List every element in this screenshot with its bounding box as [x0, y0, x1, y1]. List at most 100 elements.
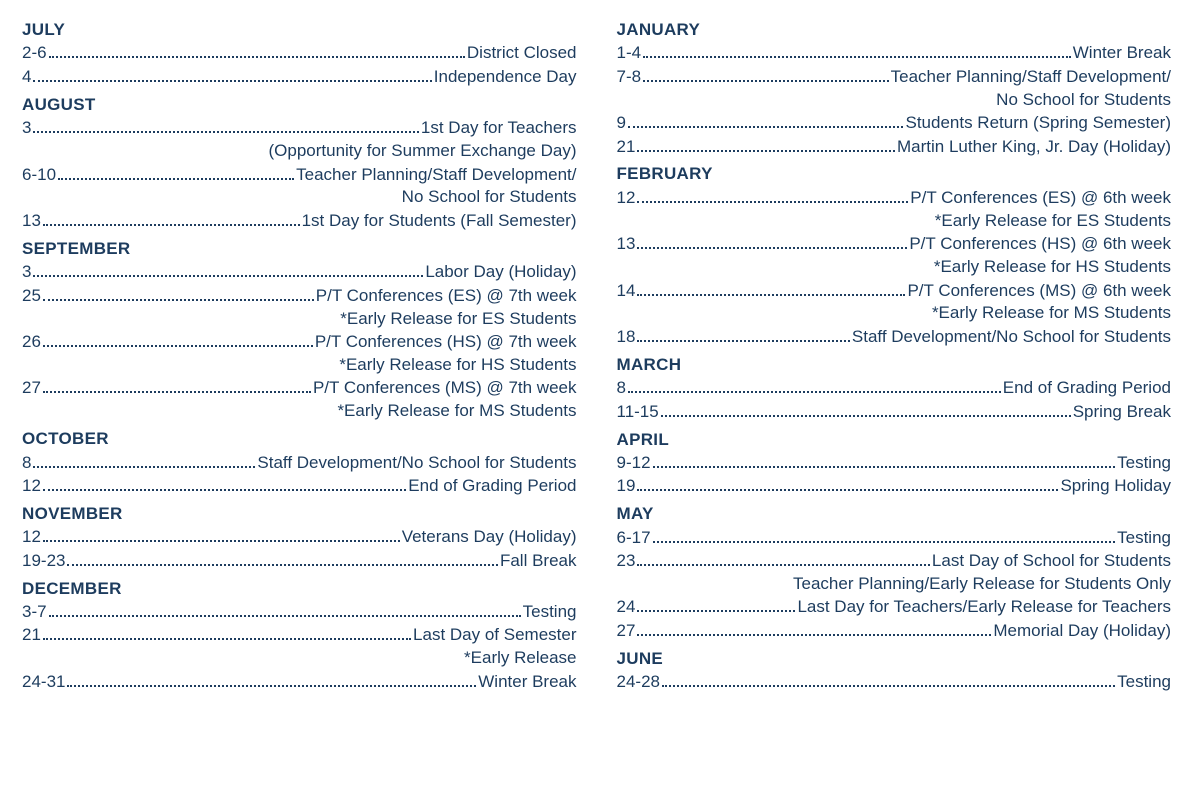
leader-dots: [643, 42, 1071, 58]
entry-date: 21: [617, 136, 636, 159]
calendar-entry: 31st Day for Teachers: [22, 117, 577, 140]
left-column: JULY2-6District Closed4Independence DayA…: [22, 20, 577, 694]
leader-dots: [643, 65, 889, 81]
calendar-entry: 1-4 Winter Break: [617, 42, 1172, 65]
entry-date: 12: [22, 526, 41, 549]
leader-dots: [628, 112, 904, 128]
calendar-entry: 3Labor Day (Holiday): [22, 261, 577, 284]
month-title: MAY: [617, 504, 1172, 524]
leader-dots: [43, 284, 314, 300]
entry-date: 19-23: [22, 550, 65, 573]
leader-dots: [637, 619, 991, 635]
calendar-entry: 27 Memorial Day (Holiday): [617, 619, 1172, 642]
leader-dots: [33, 451, 255, 467]
entry-desc: P/T Conferences (HS) @ 6th week: [909, 233, 1171, 256]
entry-desc: End of Grading Period: [1003, 377, 1171, 400]
entry-date: 18: [617, 326, 636, 349]
entry-date: 14: [617, 280, 636, 303]
calendar-entry: 9 Students Return (Spring Semester): [617, 112, 1172, 135]
entry-desc: P/T Conferences (MS) @ 6th week: [907, 280, 1171, 303]
month-title: OCTOBER: [22, 429, 577, 449]
entry-continuation: *Early Release for MS Students: [22, 400, 577, 423]
entry-date: 6-10: [22, 164, 56, 187]
calendar-entry: 24-28 Testing: [617, 671, 1172, 694]
leader-dots: [67, 670, 476, 686]
entry-date: 3: [22, 117, 31, 140]
month-title: SEPTEMBER: [22, 239, 577, 259]
month-title: JULY: [22, 20, 577, 40]
calendar-entry: 7-8Teacher Planning/Staff Development/: [617, 65, 1172, 88]
entry-desc: Winter Break: [478, 671, 576, 694]
leader-dots: [637, 596, 795, 612]
entry-desc: Martin Luther King, Jr. Day (Holiday): [897, 136, 1171, 159]
entry-date: 7-8: [617, 66, 642, 89]
entry-desc: District Closed: [467, 42, 577, 65]
entry-date: 24-28: [617, 671, 660, 694]
entry-date: 3: [22, 261, 31, 284]
month-title: MARCH: [617, 355, 1172, 375]
entry-continuation: *Early Release for HS Students: [22, 354, 577, 377]
calendar-entry: 12 Veterans Day (Holiday): [22, 526, 577, 549]
entry-date: 27: [22, 377, 41, 400]
leader-dots: [637, 186, 908, 202]
month-title: JUNE: [617, 649, 1172, 669]
calendar-entry: 23Last Day of School for Students: [617, 550, 1172, 573]
calendar-entry: 19-23 Fall Break: [22, 549, 577, 572]
calendar-columns: JULY2-6District Closed4Independence DayA…: [22, 20, 1171, 694]
month-title: APRIL: [617, 430, 1172, 450]
entry-desc: Independence Day: [434, 66, 577, 89]
entry-desc: Spring Break: [1073, 401, 1171, 424]
entry-date: 13: [22, 210, 41, 233]
calendar-entry: 4 Independence Day: [22, 65, 577, 88]
entry-date: 21: [22, 624, 41, 647]
entry-desc: Winter Break: [1073, 42, 1171, 65]
entry-date: 19: [617, 475, 636, 498]
entry-date: 25: [22, 285, 41, 308]
entry-desc: Testing: [1117, 527, 1171, 550]
calendar-entry: 25 P/T Conferences (ES) @ 7th week: [22, 284, 577, 307]
calendar-entry: 14 P/T Conferences (MS) @ 6th week: [617, 279, 1172, 302]
month-title: FEBRUARY: [617, 164, 1172, 184]
entry-desc: Students Return (Spring Semester): [905, 112, 1171, 135]
entry-date: 23: [617, 550, 636, 573]
entry-desc: Fall Break: [500, 550, 577, 573]
entry-continuation: *Early Release: [22, 647, 577, 670]
entry-desc: Memorial Day (Holiday): [993, 620, 1171, 643]
entry-continuation: Teacher Planning/Early Release for Stude…: [617, 573, 1172, 596]
calendar-entry: 18 Staff Development/No School for Studen…: [617, 325, 1172, 348]
entry-date: 9: [617, 112, 626, 135]
entry-date: 27: [617, 620, 636, 643]
leader-dots: [661, 400, 1071, 416]
entry-desc: Teacher Planning/Staff Development/: [296, 164, 576, 187]
leader-dots: [637, 135, 895, 151]
calendar-entry: 26P/T Conferences (HS) @ 7th week: [22, 330, 577, 353]
entry-date: 1-4: [617, 42, 642, 65]
leader-dots: [662, 671, 1115, 687]
leader-dots: [49, 42, 465, 58]
entry-desc: Spring Holiday: [1060, 475, 1171, 498]
entry-desc: Staff Development/No School for Students: [852, 326, 1171, 349]
entry-date: 12: [617, 187, 636, 210]
entry-continuation: *Early Release for ES Students: [22, 308, 577, 331]
calendar-entry: 12End of Grading Period: [22, 474, 577, 497]
entry-desc: Veterans Day (Holiday): [402, 526, 577, 549]
calendar-entry: 3-7Testing: [22, 601, 577, 624]
entry-continuation: (Opportunity for Summer Exchange Day): [22, 140, 577, 163]
calendar-entry: 11-15Spring Break: [617, 400, 1172, 423]
entry-continuation: No School for Students: [617, 89, 1172, 112]
entry-desc: Testing: [1117, 671, 1171, 694]
entry-date: 4: [22, 66, 31, 89]
entry-desc: Testing: [1117, 452, 1171, 475]
month-title: NOVEMBER: [22, 504, 577, 524]
entry-desc: Last Day of Semester: [413, 624, 576, 647]
entry-desc: Last Day for Teachers/Early Release for …: [797, 596, 1171, 619]
entry-date: 9-12: [617, 452, 651, 475]
entry-continuation: *Early Release for ES Students: [617, 210, 1172, 233]
entry-desc: P/T Conferences (ES) @ 7th week: [316, 285, 577, 308]
entry-date: 26: [22, 331, 41, 354]
leader-dots: [653, 452, 1116, 468]
entry-continuation: *Early Release for MS Students: [617, 302, 1172, 325]
entry-desc: End of Grading Period: [408, 475, 576, 498]
entry-continuation: No School for Students: [22, 186, 577, 209]
entry-date: 8: [617, 377, 626, 400]
